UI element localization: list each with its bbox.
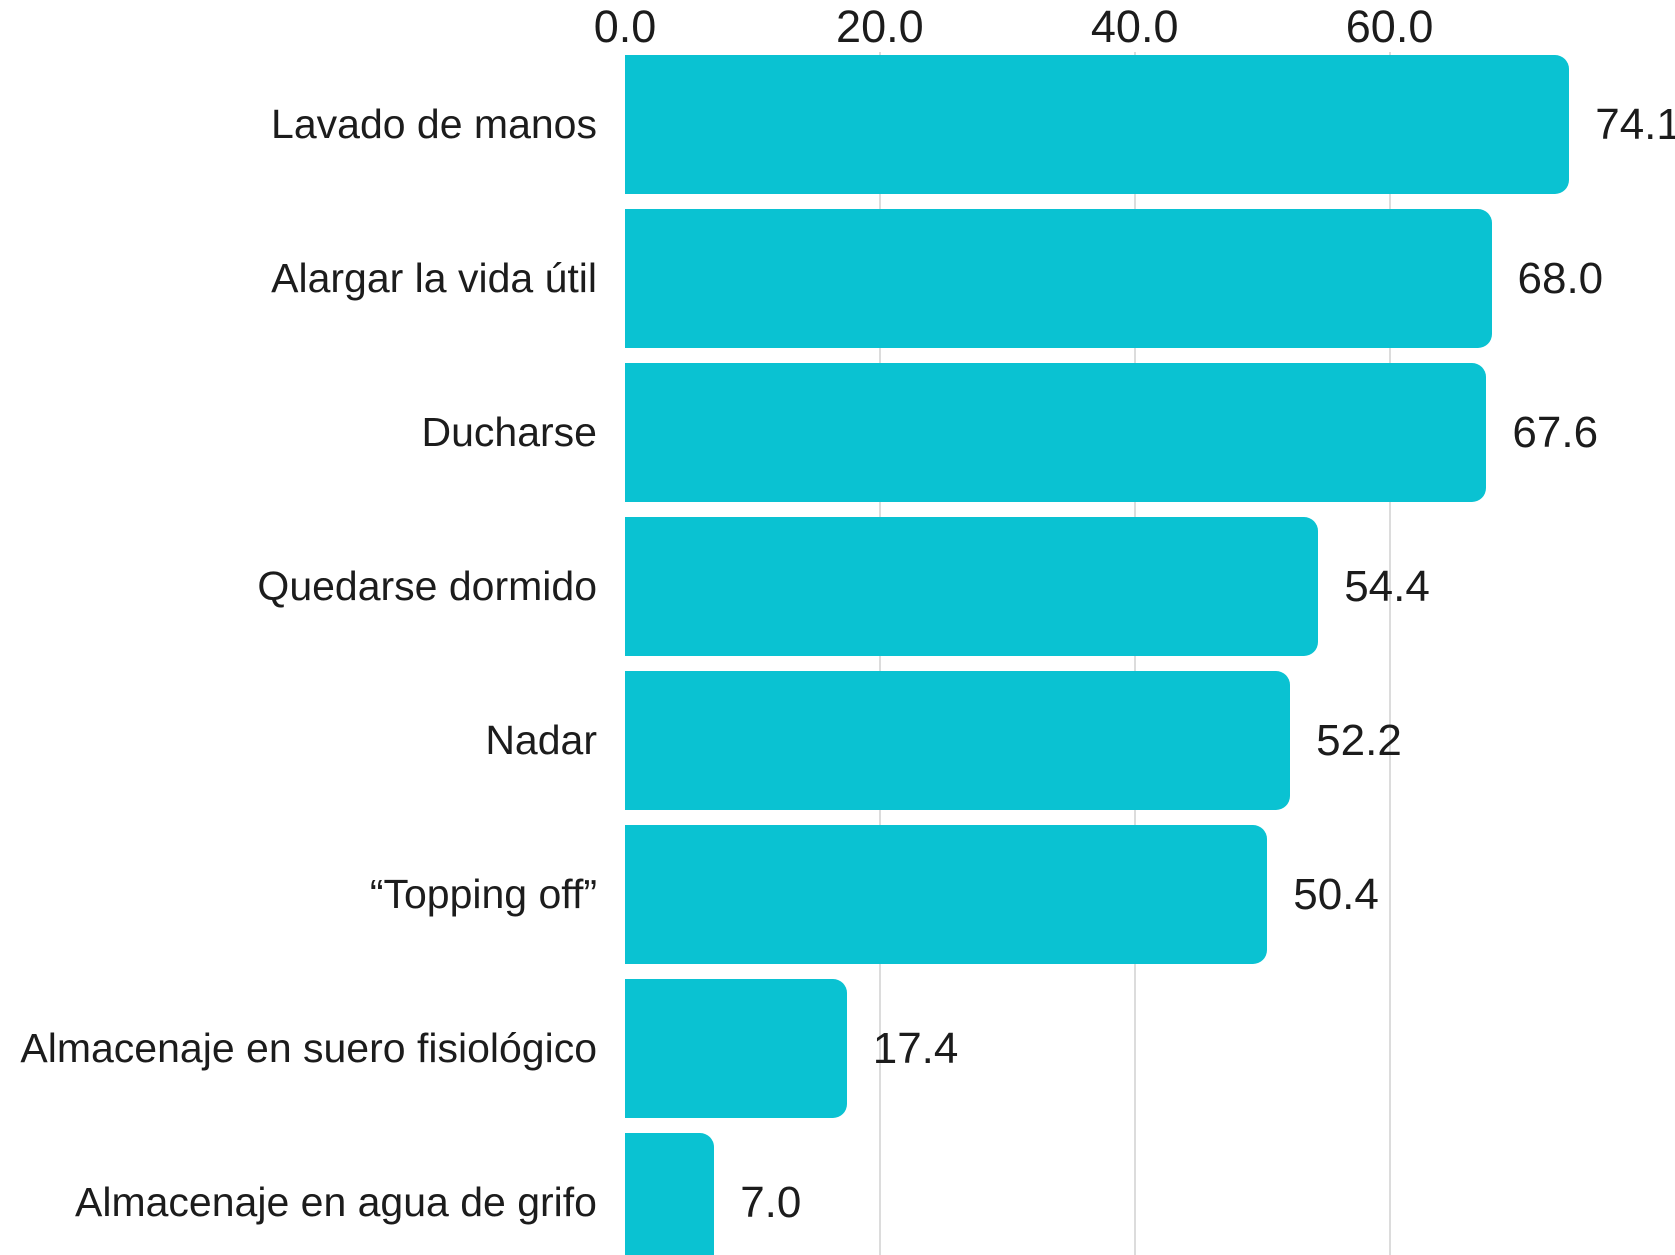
bar-row: Quedarse dormido 54.4 (0, 517, 1675, 656)
x-tick-label: 40.0 (1090, 1, 1179, 52)
category-label: Nadar (485, 717, 597, 763)
value-label: 54.4 (1344, 561, 1430, 611)
value-label: 68.0 (1517, 253, 1604, 303)
bar-row: Almacenaje en suero fisiológico 17.4 (0, 979, 1675, 1118)
category-label: Almacenaje en agua de grifo (75, 1179, 597, 1225)
x-tick-label: 60.0 (1345, 1, 1434, 52)
value-label: 67.6 (1512, 407, 1599, 457)
bar-row: Ducharse 67.6 (0, 363, 1675, 502)
category-label: “Topping off” (369, 871, 597, 917)
bar-row: “Topping off” 50.4 (0, 825, 1675, 964)
gridline-60.0 (1388, 52, 1391, 1255)
bar (625, 671, 1291, 810)
bar-row: Nadar 52.2 (0, 671, 1675, 810)
value-label: 52.2 (1316, 715, 1402, 765)
bar (625, 825, 1268, 964)
bar-row: Almacenaje en agua de grifo 7.0 (0, 1133, 1675, 1255)
category-label: Almacenaje en suero fisiológico (20, 1025, 597, 1071)
x-tick-label: 20.0 (836, 1, 924, 52)
value-label: 50.4 (1293, 869, 1379, 919)
category-label: Ducharse (421, 409, 597, 455)
bar (625, 1133, 715, 1255)
bar (625, 517, 1319, 656)
bar-row: Alargar la vida útil 68.0 (0, 209, 1675, 348)
category-label: Lavado de manos (271, 101, 597, 147)
bar (625, 55, 1570, 194)
category-label: Quedarse dormido (257, 563, 597, 609)
value-label: 17.4 (872, 1023, 959, 1073)
category-label: Alargar la vida útil (271, 255, 597, 301)
value-label: 74.1 (1595, 99, 1675, 149)
bar (625, 363, 1487, 502)
bar-row: Lavado de manos 74.1 (0, 55, 1675, 194)
bar (625, 979, 847, 1118)
x-tick-label: 0.0 (593, 1, 657, 52)
bar (625, 209, 1492, 348)
value-label: 7.0 (740, 1177, 802, 1227)
